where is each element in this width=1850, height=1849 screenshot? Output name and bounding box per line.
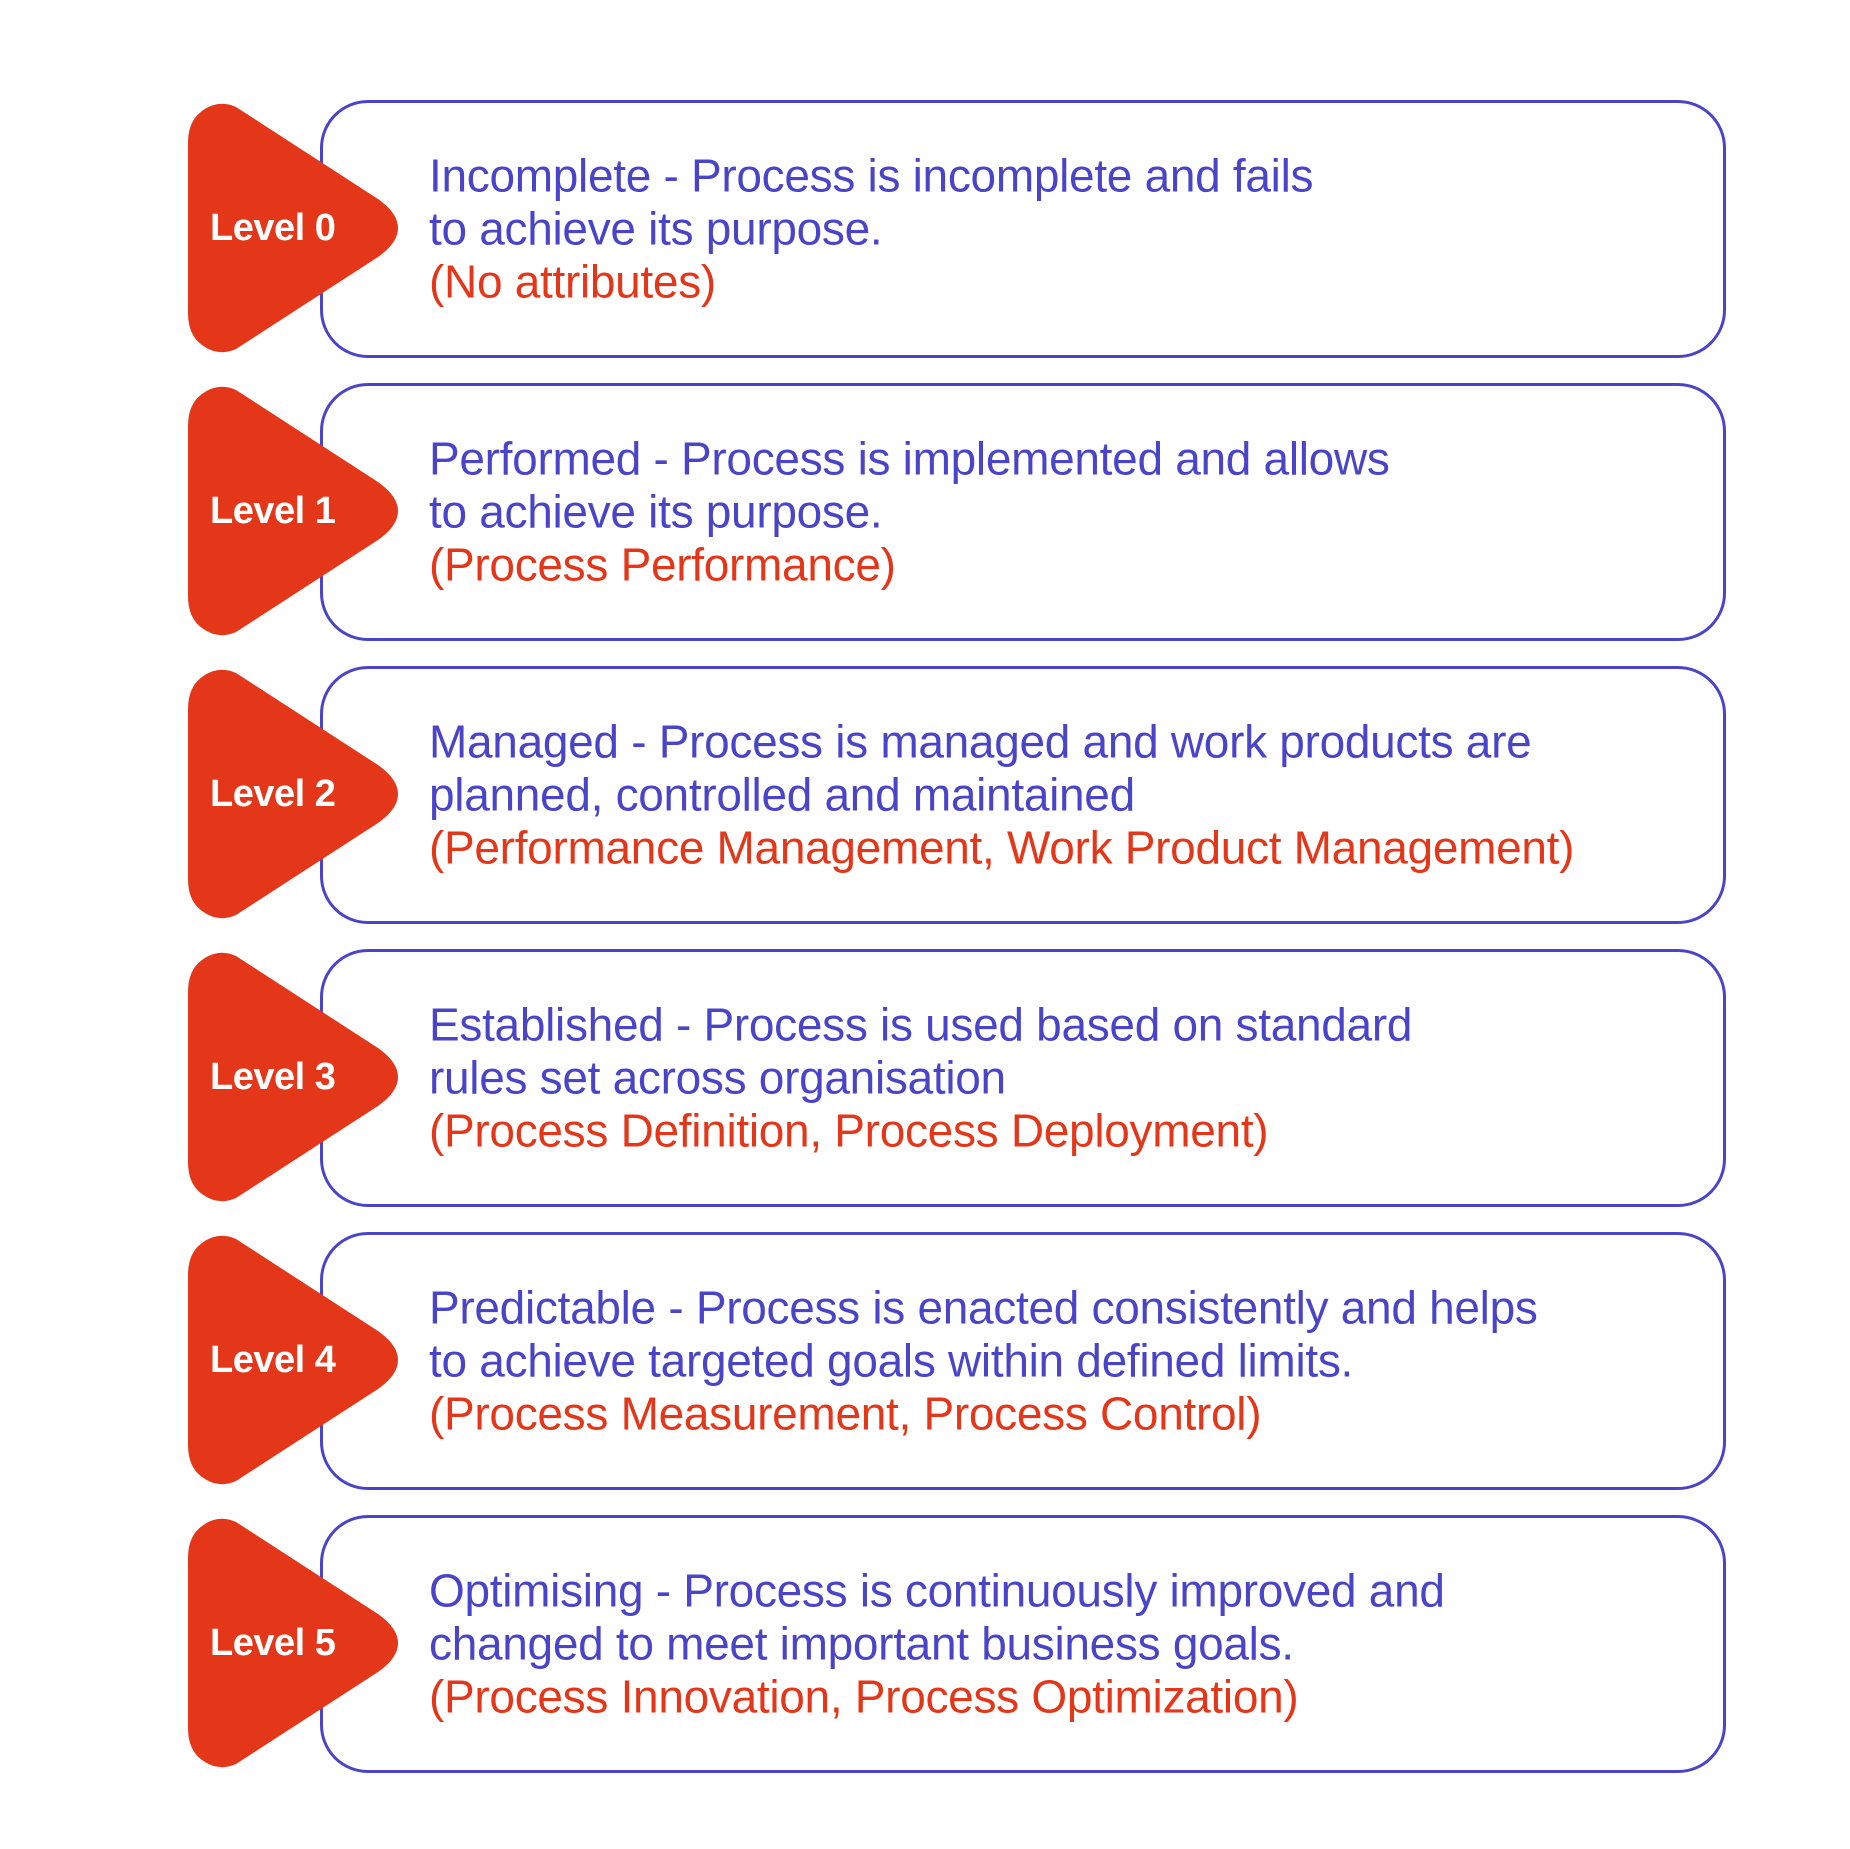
level-badge-label: Level 1 — [210, 490, 336, 532]
level-description: Predictable - Process is enacted consist… — [429, 1281, 1538, 1387]
level-row-1: Performed - Process is implemented and a… — [0, 383, 1850, 645]
level-card-text: Managed - Process is managed and work pr… — [429, 716, 1693, 875]
level-badge-1: Level 1 — [188, 386, 398, 636]
level-description: Managed - Process is managed and work pr… — [429, 715, 1532, 821]
level-card-3: Established - Process is used based on s… — [320, 949, 1726, 1207]
level-attributes: (No attributes) — [429, 255, 716, 308]
level-row-4: Predictable - Process is enacted consist… — [0, 1232, 1850, 1494]
level-card-0: Incomplete - Process is incomplete and f… — [320, 100, 1726, 358]
triangle-badge-shape — [188, 669, 398, 919]
level-card-1: Performed - Process is implemented and a… — [320, 383, 1726, 641]
triangle-badge-shape — [188, 386, 398, 636]
level-row-2: Managed - Process is managed and work pr… — [0, 666, 1850, 928]
level-badge-label: Level 5 — [210, 1622, 336, 1664]
triangle-badge-shape — [188, 103, 398, 353]
level-card-text: Performed - Process is implemented and a… — [429, 433, 1693, 592]
level-badge-label: Level 4 — [210, 1339, 336, 1381]
level-card-2: Managed - Process is managed and work pr… — [320, 666, 1726, 924]
level-card-5: Optimising - Process is continuously imp… — [320, 1515, 1726, 1773]
level-badge-5: Level 5 — [188, 1518, 398, 1768]
level-badge-4: Level 4 — [188, 1235, 398, 1485]
level-description: Optimising - Process is continuously imp… — [429, 1564, 1445, 1670]
level-description: Established - Process is used based on s… — [429, 998, 1413, 1104]
level-card-text: Incomplete - Process is incomplete and f… — [429, 150, 1693, 309]
level-attributes: (Performance Management, Work Product Ma… — [429, 821, 1575, 874]
level-badge-0: Level 0 — [188, 103, 398, 353]
level-row-3: Established - Process is used based on s… — [0, 949, 1850, 1211]
level-attributes: (Process Innovation, Process Optimizatio… — [429, 1670, 1299, 1723]
level-description: Performed - Process is implemented and a… — [429, 432, 1390, 538]
level-card-text: Predictable - Process is enacted consist… — [429, 1282, 1693, 1441]
level-badge-3: Level 3 — [188, 952, 398, 1202]
level-attributes: (Process Measurement, Process Control) — [429, 1387, 1262, 1440]
level-row-5: Optimising - Process is continuously imp… — [0, 1515, 1850, 1777]
triangle-badge-shape — [188, 1235, 398, 1485]
level-badge-label: Level 2 — [210, 773, 336, 815]
level-badge-label: Level 3 — [210, 1056, 336, 1098]
level-attributes: (Process Performance) — [429, 538, 896, 591]
level-badge-label: Level 0 — [210, 207, 336, 249]
level-card-4: Predictable - Process is enacted consist… — [320, 1232, 1726, 1490]
level-attributes: (Process Definition, Process Deployment) — [429, 1104, 1269, 1157]
level-badge-2: Level 2 — [188, 669, 398, 919]
level-description: Incomplete - Process is incomplete and f… — [429, 149, 1314, 255]
triangle-badge-shape — [188, 952, 398, 1202]
level-card-text: Optimising - Process is continuously imp… — [429, 1565, 1693, 1724]
level-card-text: Established - Process is used based on s… — [429, 999, 1693, 1158]
triangle-badge-shape — [188, 1518, 398, 1768]
level-row-0: Incomplete - Process is incomplete and f… — [0, 100, 1850, 362]
